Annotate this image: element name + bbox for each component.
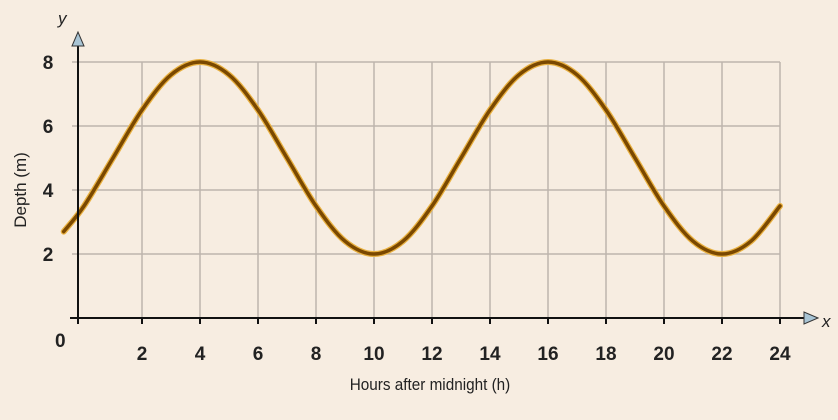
- x-tick-label: 2: [137, 344, 148, 365]
- y-axis-label: Depth (m): [11, 152, 30, 228]
- x-tick-label: 12: [421, 344, 442, 365]
- x-tick-label: 8: [311, 344, 322, 365]
- x-axis-arrow: [803, 311, 820, 325]
- x-tick-label: 22: [711, 344, 732, 365]
- y-tick-label: 8: [43, 53, 54, 74]
- grid: [72, 61, 781, 318]
- series: [60, 58, 783, 258]
- y-axis-symbol: y: [57, 9, 68, 28]
- axes: [70, 30, 820, 325]
- y-axis-arrow: [71, 30, 85, 47]
- series-line-glow: [60, 58, 783, 258]
- series-line: [61, 60, 782, 256]
- x-tick-label: 4: [195, 344, 206, 365]
- x-tick-label: 16: [537, 344, 558, 365]
- origin-label: 0: [55, 331, 66, 352]
- x-tick-label: 24: [769, 344, 791, 365]
- x-tick-label: 10: [363, 344, 384, 365]
- x-tick-label: 20: [653, 344, 674, 365]
- x-tick-label: 18: [595, 344, 616, 365]
- y-tick-label: 2: [43, 245, 54, 266]
- x-axis-label: Hours after midnight (h): [350, 375, 511, 394]
- x-axis-symbol: x: [821, 312, 831, 331]
- x-tick-label: 14: [479, 344, 501, 365]
- y-tick-label: 4: [43, 181, 54, 202]
- y-tick-label: 6: [43, 117, 54, 138]
- x-tick-label: 6: [253, 344, 264, 365]
